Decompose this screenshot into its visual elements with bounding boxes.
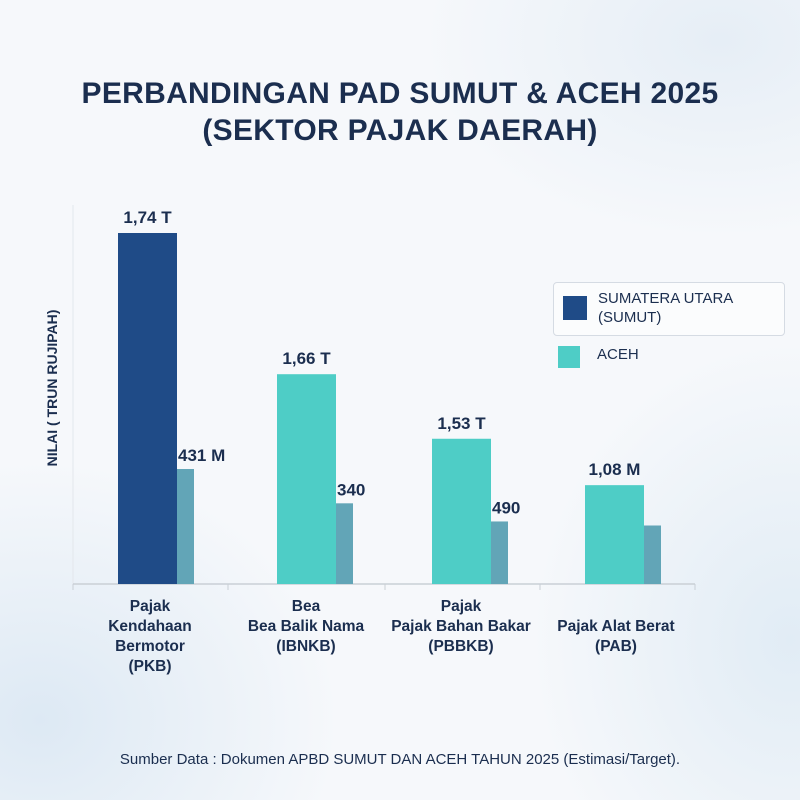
chart-title: PERBANDINGAN PAD SUMUT & ACEH 2025 (SEKT… [0, 75, 800, 149]
legend-label-sumut: SUMATERA UTARA (SUMUT) [598, 289, 733, 327]
x-tick-label-line: (PKB) [128, 658, 172, 675]
legend-swatch-sumut [563, 296, 587, 320]
x-tick-label: Pajak Pajak Bahan Bakar (PBBKB) [386, 597, 536, 657]
x-tick-label: Bea Bea Balik Nama (IBNKB) [231, 597, 381, 657]
x-tick-label-line: (IBNKB) [276, 638, 336, 655]
x-tick-label-line: Pajak Alat Berat [557, 618, 675, 635]
x-tick-label: Pajak Alat Berat (PAB) [541, 617, 691, 657]
legend-swatch-aceh [558, 346, 580, 368]
legend-label-aceh: ACEH [597, 346, 639, 363]
x-tick-label-line: Bea Balik Nama [247, 618, 365, 635]
bar-sumut-2 [432, 438, 491, 584]
source-note: Sumber Data : Dokumen APBD SUMUT DAN ACE… [119, 751, 681, 768]
x-tick-label-line: Pajak Bahan Bakar [391, 618, 531, 635]
legend [553, 282, 785, 336]
bar-aceh-3 [644, 525, 661, 584]
legend-label-sumut-line2: (SUMUT) [598, 309, 662, 326]
x-tick-label-line: Pajak [440, 598, 482, 615]
data-label: 431 M [178, 446, 225, 465]
x-tick-label: Pajak Kendahaan Bermotor (PKB) [75, 597, 225, 677]
bar-sumut-0 [118, 233, 177, 584]
x-tick-label-line: Kendahaan [108, 618, 192, 635]
bar-sumut-1 [277, 374, 336, 584]
title-line-2: (SEKTOR PAJAK DAERAH) [202, 114, 598, 147]
x-tick-label-line: Pajak [129, 598, 171, 615]
data-label: 1,66 T [282, 349, 331, 368]
bar-aceh-2 [491, 521, 508, 584]
x-tick-label-line: (PAB) [595, 638, 637, 655]
legend-label-sumut-line1: SUMATERA UTARA [598, 290, 734, 307]
bar-aceh-0 [177, 469, 194, 584]
bar-sumut-3 [585, 485, 644, 584]
bar-aceh-1 [336, 503, 353, 584]
title-line-1: PERBANDINGAN PAD SUMUT & ACEH 2025 [81, 77, 719, 110]
x-tick-label-line: (PBBKB) [428, 638, 494, 655]
data-label: 1,53 T [437, 414, 486, 433]
data-label: 490 [492, 498, 520, 517]
data-label: 1,74 T [123, 208, 172, 227]
x-tick-label-line: Bermotor [115, 638, 185, 655]
x-tick-label-line: Bea [291, 598, 321, 615]
data-label: 1,08 M [589, 460, 641, 479]
data-label: 340 [337, 480, 365, 499]
